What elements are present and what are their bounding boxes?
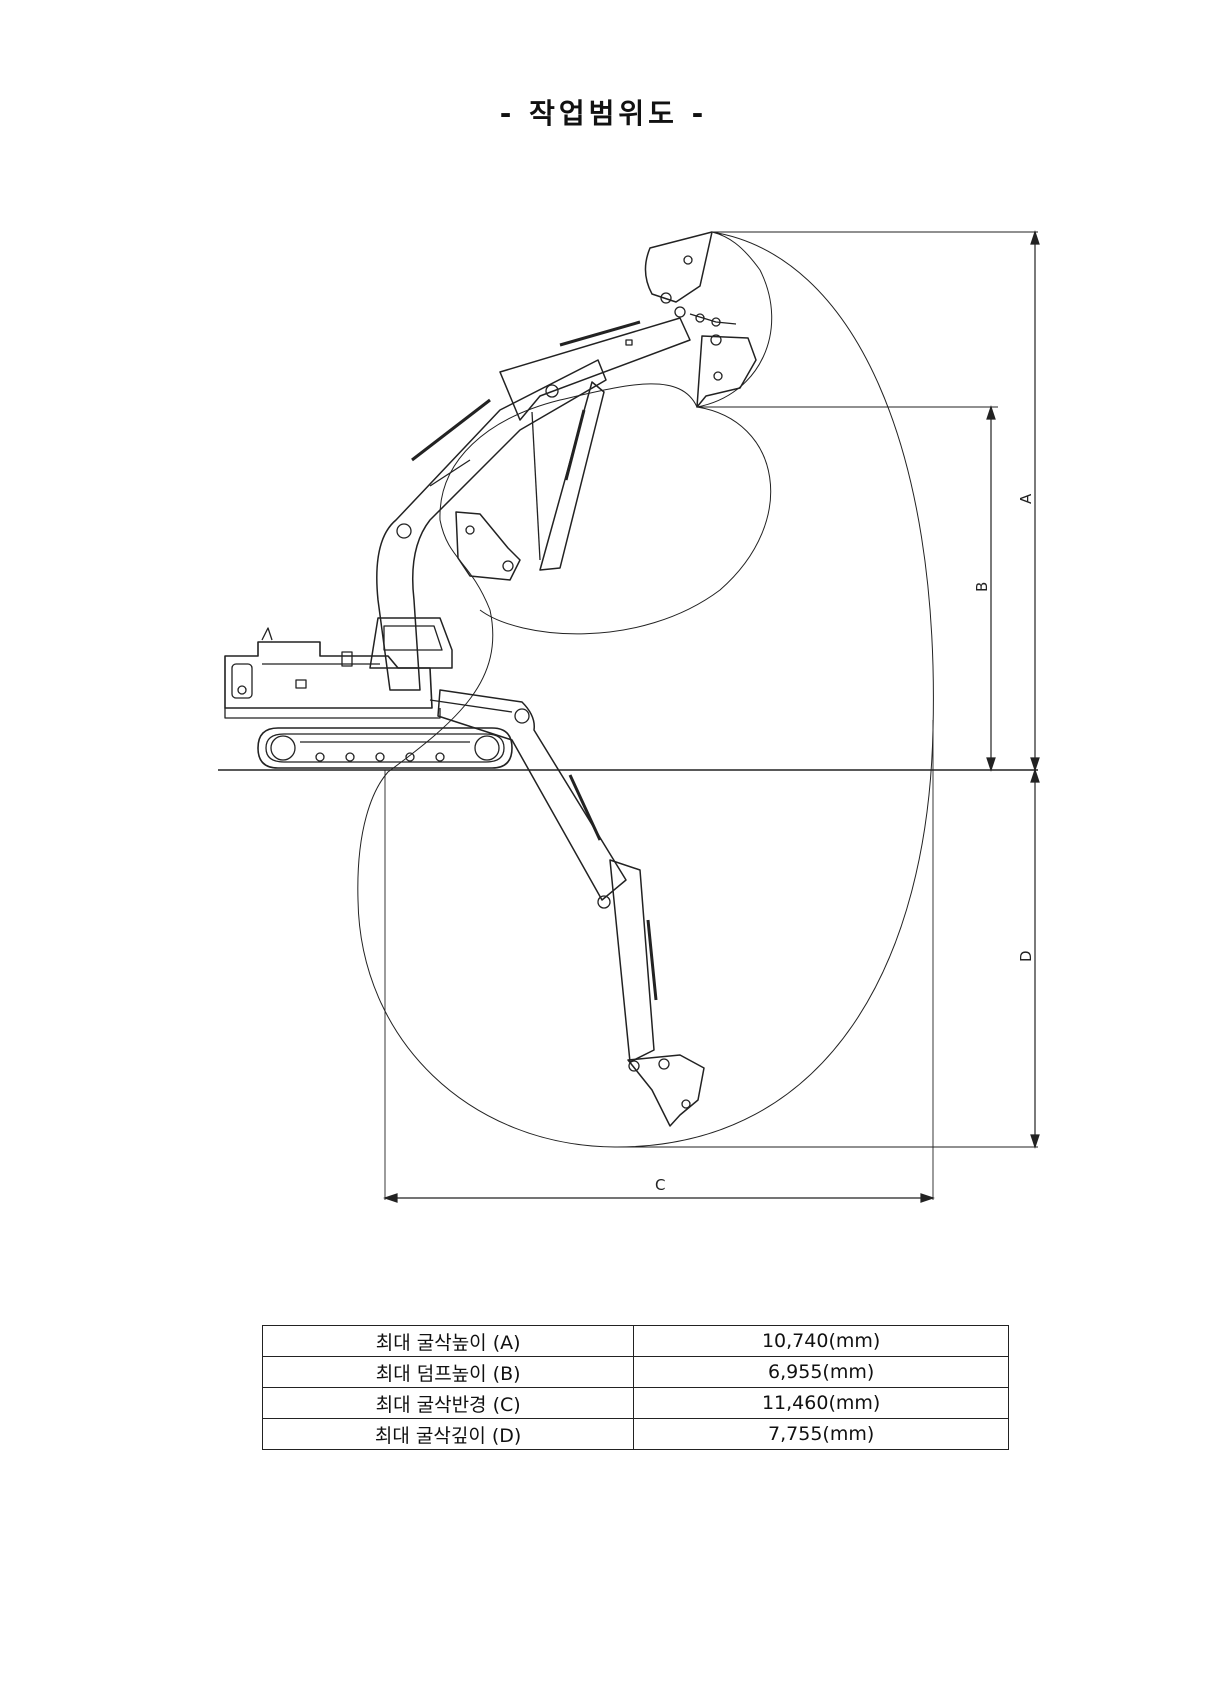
dimension-c-label: C — [655, 1176, 665, 1194]
spec-value: 6,955(mm) — [633, 1356, 1009, 1388]
inner-trajectory-arc — [479, 406, 772, 635]
table-row: 최대 덤프높이 (B) 6,955(mm) — [261, 1356, 1009, 1388]
arm-middle-pose — [531, 381, 605, 571]
bucket-dump-pose — [689, 313, 757, 408]
linkage-pins — [674, 306, 721, 327]
upper-structure — [224, 627, 441, 719]
spec-table: 최대 굴삭높이 (A) 10,740(mm) 최대 덤프높이 (B) 6,955… — [261, 1325, 1009, 1450]
boom-raised-pose — [376, 359, 607, 691]
spec-label: 최대 굴삭반경 (C) — [261, 1387, 635, 1419]
spec-value: 10,740(mm) — [633, 1325, 1009, 1357]
spec-label: 최대 굴삭높이 (A) — [261, 1325, 635, 1357]
spec-value: 11,460(mm) — [633, 1387, 1009, 1419]
arm-raised-pose — [499, 317, 691, 421]
table-row: 최대 굴삭높이 (A) 10,740(mm) — [261, 1325, 1009, 1357]
track-assembly — [257, 727, 513, 769]
spec-label: 최대 굴삭깊이 (D) — [261, 1418, 635, 1450]
dimension-d-label: D — [1017, 950, 1035, 962]
table-row: 최대 굴삭반경 (C) 11,460(mm) — [261, 1387, 1009, 1419]
page-title: - 작업범위도 - — [499, 97, 708, 130]
excavator — [224, 231, 757, 1127]
bucket-top-pose — [644, 231, 713, 304]
bucket-middle-pose — [455, 511, 521, 581]
spec-label: 최대 덤프높이 (B) — [261, 1356, 635, 1388]
bucket-lower-pose — [627, 1054, 705, 1127]
dimension-a-label: A — [1017, 493, 1035, 504]
table-row: 최대 굴삭깊이 (D) 7,755(mm) — [261, 1418, 1009, 1450]
boom-lower-pose — [429, 689, 627, 901]
dimension-b-label: B — [973, 582, 991, 592]
operator-cab — [369, 617, 453, 669]
working-range-envelope — [357, 231, 934, 1148]
arm-lower-pose — [597, 859, 658, 1063]
spec-value: 7,755(mm) — [633, 1418, 1009, 1450]
